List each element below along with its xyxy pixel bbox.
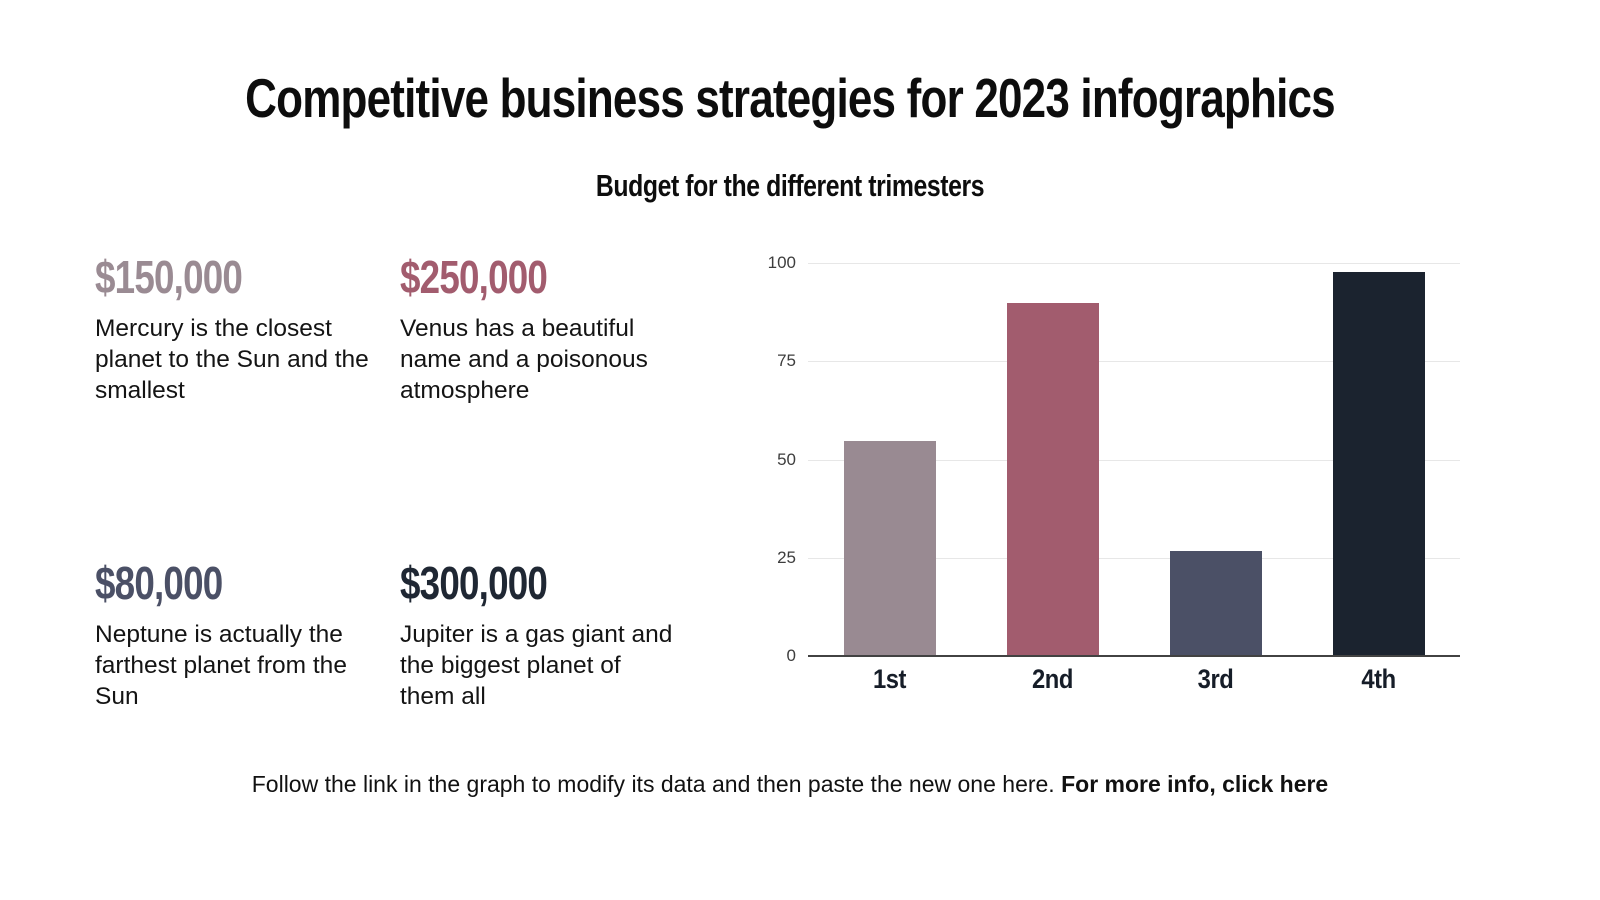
bar-chart[interactable]: 0 25 50 75 100 1st 2nd 3rd 4th (762, 250, 1460, 697)
stats-grid: $150,000 Mercury is the closest planet t… (95, 250, 730, 712)
gridline-25 (808, 557, 1460, 559)
bar-2nd (1006, 303, 1099, 657)
stat-block-venus: $250,000 Venus has a beautiful name and … (400, 250, 680, 556)
y-tick-label-100: 100 (767, 253, 796, 272)
stat-value: $250,000 (400, 251, 548, 303)
stat-description: Jupiter is a gas giant and the biggest p… (400, 621, 673, 710)
bar-4th (1332, 271, 1425, 657)
stat-value: $150,000 (95, 251, 243, 303)
bar-3rd (1169, 550, 1262, 657)
chart-subtitle: Budget for the different trimesters (595, 168, 985, 203)
x-tick-label-3rd: 3rd (1197, 663, 1234, 694)
stat-value: $300,000 (400, 557, 548, 609)
gridline-0 (808, 655, 1460, 657)
bars-row (808, 264, 1460, 657)
y-tick-label-50: 50 (777, 449, 796, 469)
footer-note: Follow the link in the graph to modify i… (0, 771, 1580, 798)
bar-1st (843, 440, 936, 657)
y-tick-label-25: 25 (777, 547, 796, 567)
stat-block-jupiter: $300,000 Jupiter is a gas giant and the … (400, 556, 680, 712)
stat-description: Mercury is the closest planet to the Sun… (95, 315, 369, 404)
x-tick-label-1st: 1st (872, 663, 907, 694)
gridline-100 (808, 263, 1460, 264)
stat-block-neptune: $80,000 Neptune is actually the farthest… (95, 556, 375, 712)
stat-description: Venus has a beautiful name and a poisono… (400, 315, 648, 404)
chart-plot: 0 25 50 75 100 (768, 253, 1460, 665)
chart-x-axis: 1st 2nd 3rd 4th (808, 661, 1460, 697)
stat-value: $80,000 (95, 557, 223, 609)
y-tick-label-0: 0 (786, 646, 796, 665)
y-tick-label-75: 75 (777, 351, 796, 371)
more-info-link[interactable]: For more info, click here (1061, 771, 1329, 797)
gridline-50 (808, 459, 1460, 461)
x-tick-label-2nd: 2nd (1032, 663, 1073, 694)
x-tick-label-4th: 4th (1361, 663, 1396, 694)
page-title: Competitive business strategies for 2023… (245, 67, 1336, 129)
footer-text: Follow the link in the graph to modify i… (251, 771, 1055, 797)
gridline-75 (808, 361, 1460, 363)
stat-block-mercury: $150,000 Mercury is the closest planet t… (95, 250, 375, 556)
stat-description: Neptune is actually the farthest planet … (95, 621, 347, 710)
